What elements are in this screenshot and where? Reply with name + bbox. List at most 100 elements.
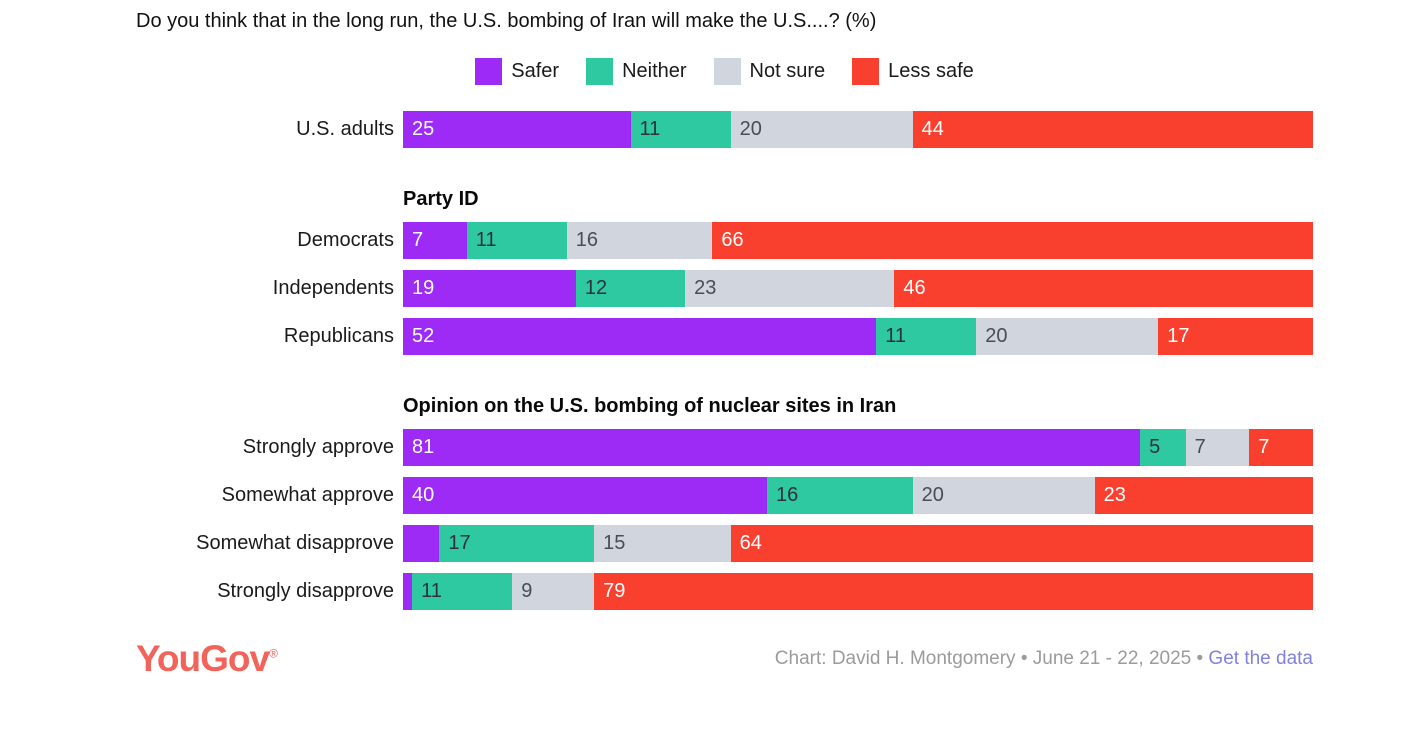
bar-segment-not-sure: 15 bbox=[594, 525, 731, 562]
bar-segment-less-safe: 17 bbox=[1158, 318, 1313, 355]
row-label: Somewhat disapprove bbox=[196, 532, 394, 554]
bar-segment-less-safe: 79 bbox=[594, 573, 1313, 610]
bar-segment-not-sure: 9 bbox=[512, 573, 595, 610]
stacked-bar: 19 12 23 46 bbox=[403, 270, 1313, 307]
bar-segment-neither: 11 bbox=[466, 222, 567, 259]
legend-item-not-sure: Not sure bbox=[713, 58, 825, 85]
segment-value-label: 5 bbox=[1149, 436, 1161, 458]
legend-label: Less safe bbox=[888, 60, 974, 82]
bar-segment-safer: 19 bbox=[403, 270, 576, 307]
segment-value-label: 20 bbox=[739, 118, 762, 140]
row-label: Democrats bbox=[297, 229, 394, 251]
bar-segment-not-sure: 7 bbox=[1185, 429, 1250, 466]
legend-item-less-safe: Less safe bbox=[852, 58, 974, 85]
segment-value-label: 64 bbox=[739, 532, 762, 554]
segment-value-label: 46 bbox=[903, 277, 926, 299]
bar-segment-less-safe: 46 bbox=[894, 270, 1313, 307]
segment-value-label: 11 bbox=[639, 118, 661, 140]
bar-row: U.S. adults 25 11 20 44 bbox=[136, 111, 1313, 148]
row-label: Strongly approve bbox=[242, 436, 394, 458]
stacked-bar: 17 15 64 bbox=[403, 525, 1313, 562]
segment-value-label: 19 bbox=[412, 277, 435, 299]
row-label: U.S. adults bbox=[296, 118, 394, 140]
section-header: Party ID bbox=[403, 188, 479, 210]
bar-segment-less-safe: 23 bbox=[1094, 477, 1313, 514]
bar-segment-not-sure: 20 bbox=[976, 318, 1159, 355]
segment-value-label: 17 bbox=[1167, 325, 1190, 347]
segment-value-label: 52 bbox=[412, 325, 435, 347]
bar-segment-safer: 52 bbox=[403, 318, 877, 355]
bar-segment-less-safe: 66 bbox=[712, 222, 1313, 259]
bar-group: U.S. adults 25 11 20 44 bbox=[136, 111, 1313, 148]
segment-value-label: 12 bbox=[584, 277, 608, 299]
legend-swatch-neither bbox=[586, 58, 614, 85]
legend: Safer Neither Not sure Less safe bbox=[136, 58, 1313, 85]
segment-value-label: 11 bbox=[475, 229, 497, 251]
segment-value-label: 7 bbox=[1194, 436, 1206, 458]
bar-segment-safer: 7 bbox=[403, 222, 467, 259]
legend-label: Neither bbox=[622, 60, 687, 82]
yougov-logo-text: YouGov bbox=[136, 638, 270, 679]
legend-label: Safer bbox=[511, 60, 560, 82]
segment-value-label: 16 bbox=[575, 229, 599, 251]
segment-value-label: 25 bbox=[412, 118, 435, 140]
bar-row: Somewhat approve 40 16 20 23 bbox=[136, 477, 1313, 514]
section-header: Opinion on the U.S. bombing of nuclear s… bbox=[403, 395, 897, 417]
chart-footer: YouGov® Chart: David H. Montgomery • Jun… bbox=[136, 640, 1313, 677]
legend-swatch-not-sure bbox=[713, 58, 741, 85]
segment-value-label: 11 bbox=[421, 580, 442, 602]
stacked-bar: 11 9 79 bbox=[403, 573, 1313, 610]
segment-value-label: 23 bbox=[1103, 484, 1126, 506]
bar-row: Democrats 7 11 16 66 bbox=[136, 222, 1313, 259]
get-the-data-link[interactable]: Get the data bbox=[1208, 647, 1313, 669]
segment-value-label: 20 bbox=[921, 484, 944, 506]
bar-segment-neither: 11 bbox=[412, 573, 513, 610]
segment-value-label: 79 bbox=[603, 580, 626, 602]
segment-value-label: 66 bbox=[721, 229, 744, 251]
chart-credit: Chart: David H. Montgomery • June 21 - 2… bbox=[775, 648, 1313, 670]
registered-trademark-icon: ® bbox=[269, 646, 278, 661]
bar-segment-less-safe: 44 bbox=[912, 111, 1313, 148]
bar-segment-safer bbox=[403, 573, 413, 610]
bar-segment-safer: 25 bbox=[403, 111, 631, 148]
credit-text: Chart: David H. Montgomery • June 21 - 2… bbox=[774, 647, 1209, 669]
bar-group: Party ID Democrats 7 11 16 66 Independents 19 12… bbox=[136, 188, 1313, 355]
segment-value-label: 16 bbox=[776, 484, 799, 506]
stacked-bar: 40 16 20 23 bbox=[403, 477, 1313, 514]
bar-segment-safer: 40 bbox=[403, 477, 767, 514]
legend-item-safer: Safer bbox=[475, 58, 559, 85]
bar-groups: U.S. adults 25 11 20 44 Party ID Democrats 7 11 1… bbox=[136, 111, 1313, 610]
segment-value-label: 7 bbox=[412, 229, 424, 251]
legend-swatch-safer bbox=[475, 58, 503, 85]
row-label: Independents bbox=[272, 277, 394, 299]
bar-segment-neither: 5 bbox=[1140, 429, 1186, 466]
chart: Do you think that in the long run, the U… bbox=[136, 10, 1313, 677]
stacked-bar: 7 11 16 66 bbox=[403, 222, 1313, 259]
stacked-bar: 52 11 20 17 bbox=[403, 318, 1313, 355]
bar-segment-not-sure: 23 bbox=[685, 270, 895, 307]
bar-row: Strongly disapprove 11 9 79 bbox=[136, 573, 1313, 610]
yougov-logo: YouGov® bbox=[136, 640, 278, 677]
segment-value-label: 7 bbox=[1258, 436, 1270, 458]
bar-segment-not-sure: 20 bbox=[730, 111, 913, 148]
segment-value-label: 9 bbox=[521, 580, 533, 602]
bar-segment-less-safe: 7 bbox=[1249, 429, 1313, 466]
row-label: Republicans bbox=[283, 325, 394, 347]
bar-segment-neither: 11 bbox=[630, 111, 731, 148]
bar-segment-safer bbox=[403, 525, 440, 562]
segment-value-label: 15 bbox=[603, 532, 626, 554]
bar-row: Independents 19 12 23 46 bbox=[136, 270, 1313, 307]
bar-row: Strongly approve 81 5 7 7 bbox=[136, 429, 1313, 466]
bar-segment-less-safe: 64 bbox=[730, 525, 1313, 562]
legend-item-neither: Neither bbox=[586, 58, 687, 85]
bar-segment-neither: 11 bbox=[876, 318, 977, 355]
bar-row: Somewhat disapprove 17 15 64 bbox=[136, 525, 1313, 562]
bar-segment-safer: 81 bbox=[403, 429, 1141, 466]
row-label: Strongly disapprove bbox=[217, 580, 394, 602]
segment-value-label: 23 bbox=[694, 277, 717, 299]
stacked-bar: 25 11 20 44 bbox=[403, 111, 1313, 148]
segment-value-label: 44 bbox=[921, 118, 944, 140]
segment-value-label: 20 bbox=[985, 325, 1008, 347]
legend-swatch-less-safe bbox=[852, 58, 880, 85]
stacked-bar: 81 5 7 7 bbox=[403, 429, 1313, 466]
